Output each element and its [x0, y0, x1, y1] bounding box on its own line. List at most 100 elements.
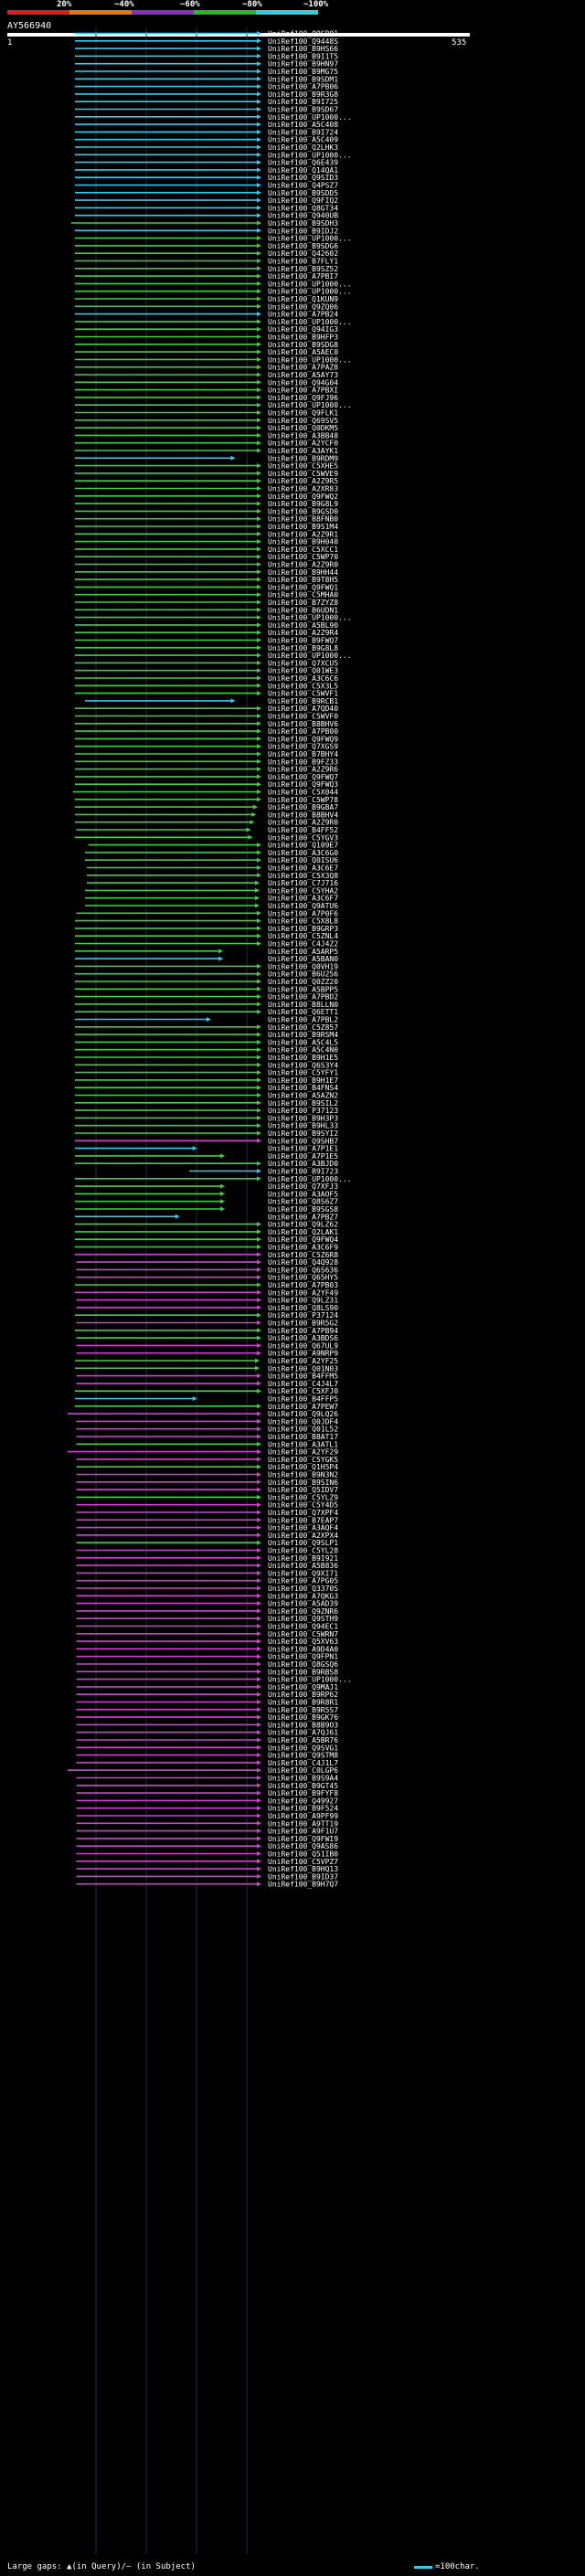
hit-label[interactable]: UniRef100_Q65HY5 — [268, 1274, 338, 1282]
hit-label[interactable]: UniRef100_Q01WE3 — [268, 667, 338, 675]
hit-label[interactable]: UniRef100_A5BL90 — [268, 621, 338, 630]
hit-row[interactable]: UniRef100_C4J4Z2 — [75, 940, 338, 949]
hit-row[interactable]: UniRef100_B9I1T5 — [75, 52, 338, 60]
hit-row[interactable]: UniRef100_A7PEW7 — [75, 1403, 338, 1411]
hit-label[interactable]: UniRef100_B9ID37 — [268, 1872, 338, 1881]
hit-row[interactable]: UniRef100_B7ZYZ8 — [75, 599, 338, 607]
hit-label[interactable]: UniRef100_A7PBI7 — [268, 272, 338, 281]
hit-label[interactable]: UniRef100_B4FF52 — [268, 826, 338, 834]
hit-row[interactable]: UniRef100_B9I724 — [75, 128, 338, 136]
hit-row[interactable]: UniRef100_C5X8L8 — [75, 917, 338, 926]
hit-row[interactable]: UniRef100_B8B9O3 — [76, 1721, 339, 1729]
hit-label[interactable]: UniRef100_Q9SHB7 — [268, 1137, 338, 1145]
hit-row[interactable]: UniRef100_Q9SID3 — [75, 174, 338, 182]
hit-label[interactable]: UniRef100_C5VPZ7 — [268, 1858, 338, 1866]
hit-row[interactable]: UniRef100_C4J4L7 — [76, 1380, 339, 1388]
hit-label[interactable]: UniRef100_Q9ATU6 — [268, 902, 338, 910]
hit-label[interactable]: UniRef100_A9F1U7 — [268, 1828, 338, 1836]
hit-label[interactable]: UniRef100_B7EAP7 — [268, 1516, 338, 1524]
hit-row[interactable]: UniRef100_Q9FWQ2 — [75, 493, 338, 501]
hit-label[interactable]: UniRef100_A7QKG3 — [268, 1592, 338, 1600]
hit-row[interactable]: UniRef100_B9H040 — [75, 538, 338, 546]
hit-label[interactable]: UniRef100_C5Y4D5 — [268, 1501, 338, 1510]
hit-label[interactable]: UniRef100_B9HN97 — [268, 60, 338, 69]
hit-label[interactable]: UniRef100_A3AYK1 — [268, 447, 338, 455]
hit-label[interactable]: UniRef100_A7PBL2 — [268, 1016, 338, 1024]
hit-row[interactable]: UniRef100_C5XCC1 — [75, 546, 338, 554]
hit-row[interactable]: UniRef100_B9SDM1 — [75, 75, 338, 83]
hit-row[interactable]: UniRef100_Q42602 — [75, 249, 338, 258]
hit-label[interactable]: UniRef100_B4FFP5 — [268, 1395, 338, 1404]
hit-row[interactable]: UniRef100_A2YF25 — [75, 1357, 338, 1365]
hit-label[interactable]: UniRef100_A5AZN2 — [268, 1092, 338, 1100]
hit-label[interactable]: UniRef100_A7PBD2 — [268, 993, 338, 1002]
hit-label[interactable]: UniRef100_C4J4L7 — [268, 1380, 338, 1388]
hit-label[interactable]: UniRef100_B9HH44 — [268, 568, 338, 577]
hit-label[interactable]: UniRef100_UP1000... — [268, 401, 352, 409]
hit-label[interactable]: UniRef100_B9HFP3 — [268, 334, 338, 342]
hit-label[interactable]: UniRef100_UP1000... — [268, 235, 352, 243]
hit-label[interactable]: UniRef100_Q94IG3 — [268, 325, 338, 334]
hit-label[interactable]: UniRef100_B9RDM9 — [268, 454, 338, 462]
hit-row[interactable]: UniRef100_Q5IDV7 — [76, 1486, 339, 1494]
hit-row[interactable]: UniRef100_Q8GSQ6 — [76, 1660, 339, 1669]
hit-row[interactable]: UniRef100_B9MG75 — [75, 68, 338, 76]
hit-label[interactable]: UniRef100_Q9FWQ7 — [268, 773, 338, 781]
hit-label[interactable]: UniRef100_A5C4L5 — [268, 1038, 338, 1046]
hit-label[interactable]: UniRef100_A5AEC0 — [268, 348, 338, 356]
hit-row[interactable]: UniRef100_B9I921 — [76, 1554, 339, 1563]
hit-label[interactable]: UniRef100_UP1000... — [268, 113, 352, 122]
hit-label[interactable]: UniRef100_B9HS66 — [268, 45, 338, 53]
hit-row[interactable]: UniRef100_A3C6G0 — [85, 849, 338, 857]
hit-row[interactable]: UniRef100_A3C6E7 — [86, 864, 338, 873]
hit-label[interactable]: UniRef100_B9GBA7 — [268, 803, 338, 811]
hit-row[interactable]: UniRef100_Q01WE3 — [75, 667, 338, 675]
hit-label[interactable]: UniRef100_Q01N03 — [268, 1364, 338, 1373]
hit-row[interactable]: UniRef100_Q7XGS9 — [75, 743, 338, 751]
hit-row[interactable]: UniRef100_Q9ATU6 — [85, 902, 338, 910]
hit-row[interactable]: UniRef100_B9IDJ2 — [75, 227, 338, 235]
hit-row[interactable]: UniRef100_Q7XPF4 — [76, 1509, 339, 1517]
hit-row[interactable]: UniRef100_C5Z6R8 — [75, 1251, 338, 1259]
hit-row[interactable]: UniRef100_Q01N03 — [75, 1364, 338, 1373]
hit-label[interactable]: UniRef100_Q9LQ26 — [268, 1410, 338, 1418]
hit-label[interactable]: UniRef100_Q3370S — [268, 1585, 338, 1593]
hit-row[interactable]: UniRef100_Q94IG3 — [75, 325, 338, 334]
hit-row[interactable]: UniRef100_A5BPP5 — [75, 985, 338, 993]
hit-label[interactable]: UniRef100_C5YL28 — [268, 1547, 338, 1555]
hit-label[interactable]: UniRef100_Q0JDF4 — [268, 1417, 338, 1426]
hit-label[interactable]: UniRef100_B9RP62 — [268, 1691, 338, 1699]
hit-row[interactable]: UniRef100_Q8S6Z7 — [75, 1198, 338, 1206]
hit-label[interactable]: UniRef100_A2Z9R0 — [268, 819, 338, 827]
hit-row[interactable]: UniRef100_B9HS66 — [75, 45, 338, 53]
hit-row[interactable]: UniRef100_UP1000... — [75, 652, 352, 660]
hit-label[interactable]: UniRef100_B9G8L8 — [268, 644, 338, 652]
hit-row[interactable]: UniRef100_B9G8L8 — [75, 644, 338, 652]
hit-label[interactable]: UniRef100_Q9SVG1 — [268, 1744, 338, 1752]
hit-row[interactable]: UniRef100_A7PAZ8 — [75, 364, 338, 372]
hit-row[interactable]: UniRef100_UP1000... — [75, 401, 352, 409]
hit-row[interactable]: UniRef100_C5YGV3 — [75, 833, 338, 842]
hit-label[interactable]: UniRef100_B9GK76 — [268, 1713, 338, 1722]
hit-label[interactable]: UniRef100_A7PEW7 — [268, 1403, 338, 1411]
hit-label[interactable]: UniRef100_A5B836 — [268, 1562, 338, 1570]
hit-label[interactable]: UniRef100_B9GRP3 — [268, 925, 338, 933]
hit-label[interactable]: UniRef100_Q0VH19 — [268, 962, 338, 970]
hit-row[interactable]: UniRef100_A2Z9R1 — [75, 530, 338, 538]
hit-label[interactable]: UniRef100_B7BHY4 — [268, 750, 338, 758]
hit-label[interactable]: UniRef100_B9SDM1 — [268, 75, 338, 83]
hit-label[interactable]: UniRef100_C5XFJ0 — [268, 1387, 338, 1395]
hit-row[interactable]: UniRef100_A5B836 — [76, 1562, 339, 1570]
hit-label[interactable]: UniRef100_C5ZNL4 — [268, 932, 338, 940]
hit-label[interactable]: UniRef100_C5YGV3 — [268, 833, 338, 842]
hit-row[interactable]: UniRef100_B4FF52 — [76, 826, 339, 834]
hit-row[interactable]: UniRef100_B9GK76 — [76, 1713, 339, 1722]
hit-row[interactable]: UniRef100_B9SDG6 — [75, 242, 338, 250]
hit-label[interactable]: UniRef100_B9N3N2 — [268, 1471, 338, 1479]
hit-row[interactable]: UniRef100_A3AYK1 — [75, 447, 338, 455]
hit-row[interactable]: UniRef100_Q9XI71 — [76, 1569, 339, 1577]
hit-label[interactable]: UniRef100_B9SDG6 — [268, 242, 338, 250]
hit-label[interactable]: UniRef100_Q8S6Z7 — [268, 1198, 338, 1206]
hit-label[interactable]: UniRef100_Q9448S — [268, 37, 338, 46]
hit-row[interactable]: UniRef100_Q9SRQ1 — [75, 30, 338, 38]
